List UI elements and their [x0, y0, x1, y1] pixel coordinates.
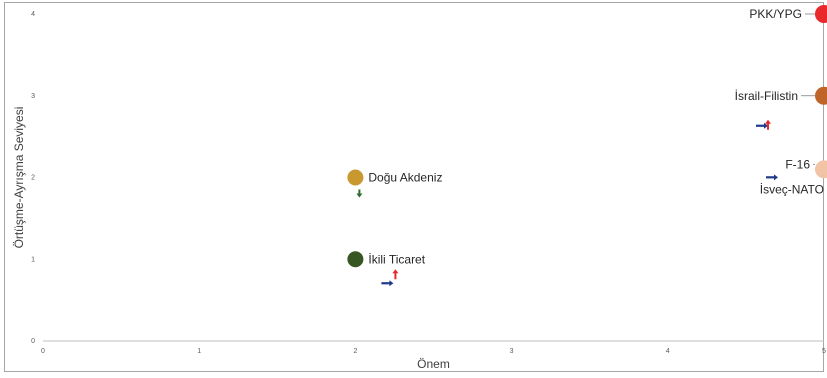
y-tick-label: 4	[31, 11, 35, 18]
arrow-right-head	[389, 280, 394, 287]
y-tick-label: 3	[31, 93, 35, 100]
x-axis-title: Önem	[417, 357, 450, 371]
x-tick-label: 4	[666, 348, 670, 355]
data-point	[815, 5, 827, 23]
point-label: PKK/YPG	[749, 7, 802, 21]
arrow-up-head	[765, 119, 771, 124]
y-tick-label: 1	[31, 256, 35, 263]
data-points: PKK/YPG İsrail-Filistin F-16 İsveç-NATO Doğu…	[347, 5, 827, 287]
data-point	[815, 160, 827, 179]
y-tick-labels: 0 1 2 3 4	[31, 11, 35, 345]
chart-frame	[4, 2, 824, 372]
point-label: İkili Ticaret	[368, 252, 425, 266]
y-tick-label: 0	[31, 338, 35, 345]
data-point	[347, 169, 364, 186]
data-point	[815, 86, 827, 105]
arrow-down-head	[356, 193, 363, 198]
x-tick-labels: 0 1 2 3 4 5	[41, 348, 826, 355]
point-label: İsrail-Filistin	[735, 89, 798, 103]
y-tick-label: 2	[31, 175, 35, 182]
x-tick-label: 1	[197, 348, 201, 355]
x-tick-label: 2	[353, 348, 357, 355]
arrow-up-head	[392, 269, 399, 274]
point-label: F-16	[785, 157, 810, 171]
point-label: İsveç-NATO	[760, 182, 824, 196]
point-label: Doğu Akdeniz	[368, 171, 442, 185]
arrow-right-head	[764, 122, 768, 129]
x-tick-label: 5	[822, 348, 826, 355]
arrow-right-head	[774, 174, 778, 181]
x-tick-label: 3	[510, 348, 514, 355]
x-tick-label: 0	[41, 348, 45, 355]
data-point	[347, 251, 364, 268]
y-axis-title: Örtüşme-Ayrışma Seviyesi	[12, 107, 26, 249]
